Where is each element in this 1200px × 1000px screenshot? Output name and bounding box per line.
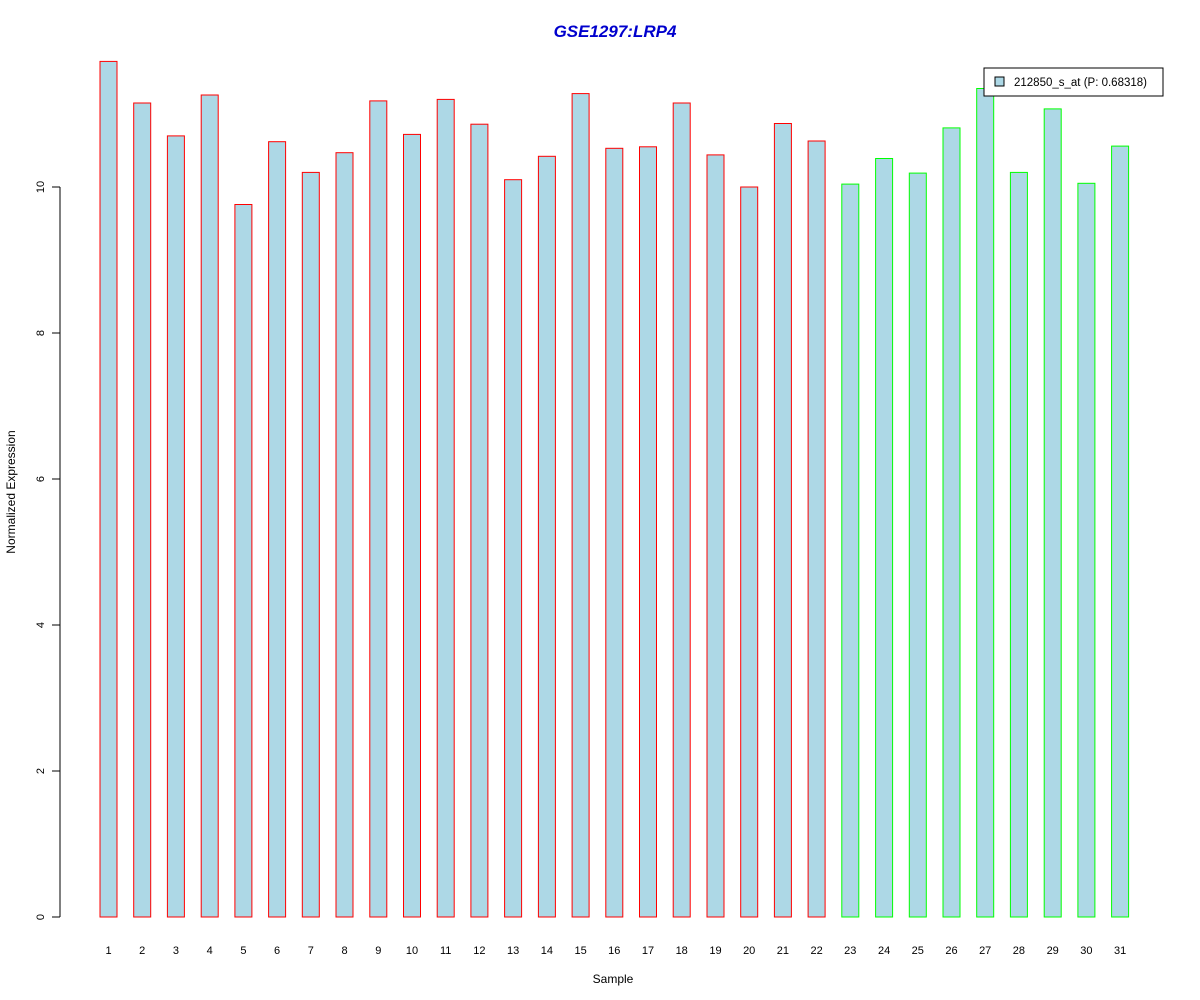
bar-sample-15 (571, 93, 590, 918)
bar-sample-31 (1111, 145, 1130, 918)
x-tick-label: 27 (979, 945, 991, 957)
x-tick-label: 15 (574, 945, 586, 957)
x-tick-label: 14 (541, 945, 553, 957)
x-tick-label: 8 (341, 945, 347, 957)
x-tick-label: 16 (608, 945, 620, 957)
bar-sample-5 (234, 204, 253, 918)
x-axis-title: Sample (593, 972, 634, 986)
legend-box (983, 67, 1164, 97)
bar-sample-28 (1009, 171, 1028, 918)
bar-sample-18 (672, 102, 691, 918)
x-tick-labels: 1 2 3 4 5 6 7 8 9 10 11 12 13 14 15 16 17 18 19 20 21 22 23 24 2… (105, 945, 1126, 957)
bar-sample-8 (335, 152, 354, 918)
y-axis: 0 2 4 6 8 10 (35, 181, 61, 920)
x-tick-label: 18 (676, 945, 688, 957)
y-tick-label: 2 (35, 768, 47, 774)
bar-sample-24 (875, 158, 894, 918)
y-tick-label: 4 (35, 622, 47, 628)
x-tick-label: 28 (1013, 945, 1025, 957)
bar-sample-17 (639, 146, 657, 918)
bar-sample-16 (605, 147, 624, 918)
x-tick-label: 6 (274, 945, 280, 957)
bar-sample-3 (166, 135, 185, 918)
x-tick-label: 31 (1114, 945, 1126, 957)
bar-sample-2 (133, 102, 152, 918)
x-tick-label: 21 (777, 945, 789, 957)
bar-sample-27 (976, 88, 995, 918)
x-tick-label: 1 (105, 945, 111, 957)
bar-sample-29 (1043, 108, 1062, 918)
bar-sample-10 (403, 133, 421, 918)
x-tick-label: 13 (507, 945, 519, 957)
legend-label: 212850_s_at (P: 0.68318) (1014, 77, 1147, 89)
x-tick-label: 3 (173, 945, 179, 957)
x-tick-label: 30 (1080, 945, 1092, 957)
x-tick-label: 4 (207, 945, 213, 957)
bar-sample-1 (99, 60, 118, 918)
x-tick-label: 2 (139, 945, 145, 957)
bar-sample-22 (807, 140, 826, 918)
bar-sample-13 (504, 179, 523, 918)
x-tick-label: 9 (375, 945, 381, 957)
bar-sample-23 (841, 183, 860, 918)
legend-swatch (994, 76, 1005, 87)
x-tick-label: 10 (406, 945, 418, 957)
bars-group (99, 60, 1130, 918)
x-tick-label: 5 (240, 945, 246, 957)
x-tick-label: 29 (1047, 945, 1059, 957)
x-tick-label: 22 (810, 945, 822, 957)
y-tick-label: 10 (35, 181, 47, 193)
bar-sample-4 (200, 94, 219, 918)
x-tick-label: 26 (945, 945, 957, 957)
legend: 212850_s_at (P: 0.68318) (983, 67, 1164, 97)
bar-sample-7 (301, 171, 320, 918)
bar-sample-14 (537, 155, 556, 918)
y-axis-title: Normalized Expression (4, 430, 18, 553)
y-tick-label: 8 (35, 330, 47, 336)
chart-title: GSE1297:LRP4 (554, 22, 677, 41)
y-tick-label: 6 (35, 476, 47, 482)
x-tick-label: 7 (308, 945, 314, 957)
bar-sample-12 (470, 123, 489, 918)
bar-sample-19 (706, 154, 725, 918)
bar-sample-21 (773, 123, 792, 918)
x-tick-label: 11 (440, 945, 451, 957)
bar-sample-26 (942, 127, 961, 918)
bar-sample-6 (268, 141, 287, 918)
x-tick-label: 23 (844, 945, 856, 957)
x-tick-label: 20 (743, 945, 755, 957)
bar-sample-20 (740, 186, 759, 918)
x-tick-label: 17 (642, 945, 654, 957)
bar-sample-9 (369, 100, 388, 918)
x-tick-label: 12 (473, 945, 485, 957)
x-tick-label: 25 (912, 945, 924, 957)
bar-sample-30 (1077, 182, 1096, 918)
x-tick-label: 24 (878, 945, 890, 957)
y-tick-label: 0 (35, 914, 47, 920)
x-tick-label: 19 (709, 945, 721, 957)
bar-sample-11 (436, 98, 455, 918)
bar-sample-25 (908, 172, 927, 918)
